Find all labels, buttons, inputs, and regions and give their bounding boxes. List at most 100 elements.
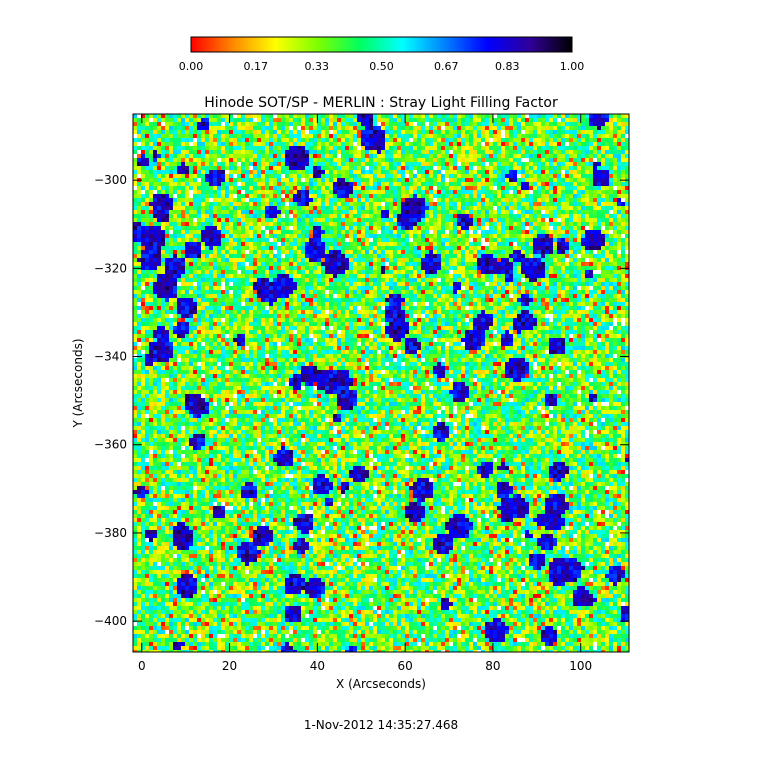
heatmap-cell bbox=[133, 118, 137, 122]
heatmap-cell bbox=[589, 186, 593, 190]
heatmap-cell bbox=[413, 166, 417, 170]
heatmap-cell bbox=[497, 246, 501, 250]
heatmap-cell bbox=[445, 170, 449, 174]
heatmap-cell bbox=[565, 266, 569, 270]
heatmap-cell bbox=[213, 198, 217, 202]
heatmap-cell bbox=[189, 206, 193, 210]
heatmap-cell bbox=[569, 270, 573, 274]
heatmap-cell bbox=[357, 134, 361, 138]
heatmap-cell bbox=[533, 230, 537, 234]
heatmap-cell bbox=[245, 186, 249, 190]
heatmap-cell bbox=[209, 206, 213, 210]
heatmap-cell bbox=[497, 142, 501, 146]
heatmap-cell bbox=[409, 246, 413, 250]
heatmap-cell bbox=[589, 174, 593, 178]
heatmap-cell bbox=[153, 226, 157, 230]
heatmap-cell bbox=[257, 250, 261, 254]
heatmap-cell bbox=[193, 166, 197, 170]
heatmap-cell bbox=[485, 114, 489, 118]
heatmap-cell bbox=[509, 146, 513, 150]
heatmap-cell bbox=[325, 254, 329, 258]
heatmap-cell bbox=[161, 198, 165, 202]
heatmap-cell bbox=[573, 126, 577, 130]
heatmap-cell bbox=[317, 186, 321, 190]
heatmap-cell bbox=[245, 258, 249, 262]
heatmap-cell bbox=[493, 242, 497, 246]
heatmap-cell bbox=[277, 182, 281, 186]
heatmap-cell bbox=[365, 234, 369, 238]
heatmap-cell bbox=[229, 214, 233, 218]
heatmap-cell bbox=[233, 210, 237, 214]
heatmap-cell bbox=[617, 222, 621, 226]
heatmap-cell bbox=[349, 222, 353, 226]
heatmap-cell bbox=[553, 142, 557, 146]
heatmap-cell bbox=[197, 270, 201, 274]
heatmap-cell bbox=[285, 210, 289, 214]
heatmap-cell bbox=[497, 202, 501, 206]
heatmap-cell bbox=[389, 198, 393, 202]
heatmap-cell bbox=[217, 218, 221, 222]
heatmap-cell bbox=[357, 162, 361, 166]
heatmap-cell bbox=[605, 234, 609, 238]
heatmap-cell bbox=[213, 226, 217, 230]
heatmap-cell bbox=[153, 174, 157, 178]
heatmap-cell bbox=[165, 122, 169, 126]
heatmap-cell bbox=[445, 206, 449, 210]
heatmap-cell bbox=[569, 202, 573, 206]
heatmap-cell bbox=[529, 118, 533, 122]
heatmap-cell bbox=[277, 186, 281, 190]
heatmap-cell bbox=[569, 170, 573, 174]
heatmap-cell bbox=[569, 166, 573, 170]
heatmap-cell bbox=[429, 234, 433, 238]
heatmap-cell bbox=[557, 142, 561, 146]
heatmap-cell bbox=[429, 130, 433, 134]
heatmap-cell bbox=[461, 190, 465, 194]
heatmap-cell bbox=[457, 170, 461, 174]
heatmap-cell bbox=[441, 118, 445, 122]
heatmap-cell bbox=[461, 170, 465, 174]
heatmap-cell bbox=[245, 126, 249, 130]
heatmap-cell bbox=[281, 114, 285, 118]
heatmap-cell bbox=[221, 202, 225, 206]
heatmap-cell bbox=[201, 250, 205, 254]
heatmap-cell bbox=[477, 246, 481, 250]
heatmap-cell bbox=[141, 214, 145, 218]
heatmap-cell bbox=[517, 118, 521, 122]
heatmap-cell bbox=[341, 150, 345, 154]
heatmap-cell bbox=[445, 154, 449, 158]
heatmap-cell bbox=[505, 174, 509, 178]
heatmap-cell bbox=[533, 182, 537, 186]
heatmap-cell bbox=[433, 210, 437, 214]
heatmap-cell bbox=[613, 226, 617, 230]
heatmap-cell bbox=[513, 194, 517, 198]
heatmap-cell bbox=[317, 162, 321, 166]
heatmap-cell bbox=[185, 198, 189, 202]
heatmap-cell bbox=[289, 186, 293, 190]
heatmap-cell bbox=[433, 262, 437, 266]
heatmap-cell bbox=[233, 238, 237, 242]
heatmap-cell bbox=[621, 218, 625, 222]
heatmap-cell bbox=[345, 190, 349, 194]
heatmap-cell bbox=[581, 254, 585, 258]
heatmap-cell bbox=[177, 158, 181, 162]
heatmap-cell bbox=[621, 134, 625, 138]
heatmap-cell bbox=[265, 126, 269, 130]
heatmap-cell bbox=[445, 118, 449, 122]
heatmap-cell bbox=[573, 234, 577, 238]
heatmap-cell bbox=[413, 154, 417, 158]
heatmap-cell bbox=[545, 150, 549, 154]
heatmap-cell bbox=[373, 230, 377, 234]
heatmap-cell bbox=[517, 190, 521, 194]
heatmap-cell bbox=[529, 246, 533, 250]
heatmap-cell bbox=[349, 206, 353, 210]
heatmap-cell bbox=[373, 218, 377, 222]
heatmap-cell bbox=[305, 154, 309, 158]
heatmap-cell bbox=[365, 218, 369, 222]
heatmap-cell bbox=[389, 182, 393, 186]
heatmap-cell bbox=[473, 266, 477, 270]
heatmap-cell bbox=[573, 246, 577, 250]
heatmap-cell bbox=[529, 186, 533, 190]
heatmap-cell bbox=[173, 114, 177, 118]
heatmap-cell bbox=[189, 150, 193, 154]
heatmap-cell bbox=[193, 170, 197, 174]
